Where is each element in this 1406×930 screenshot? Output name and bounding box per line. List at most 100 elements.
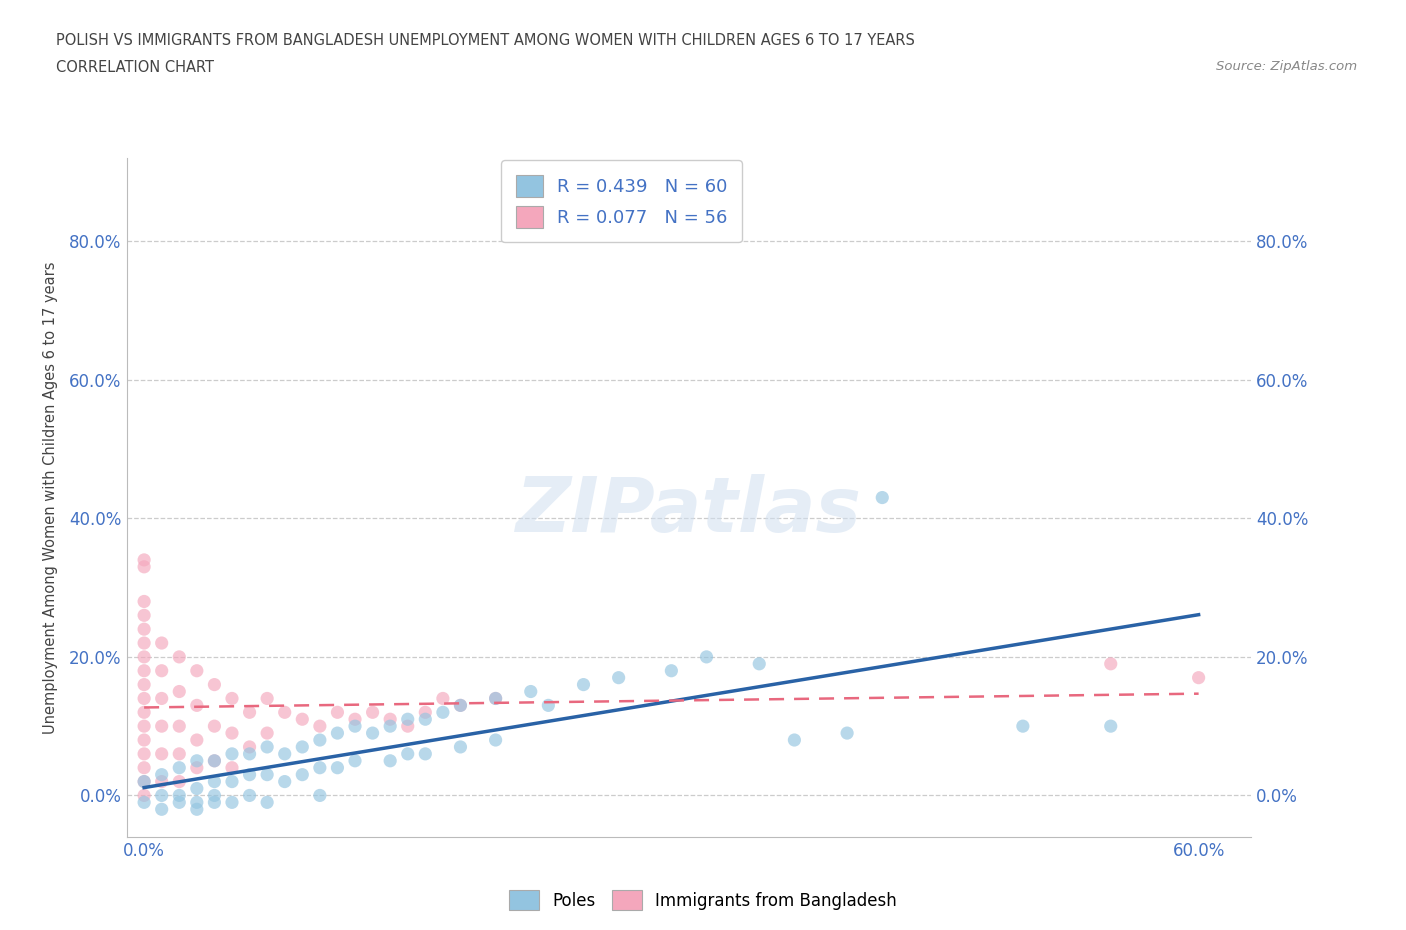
- Point: [696, 649, 718, 664]
- Point: [150, 802, 173, 817]
- Point: [378, 719, 402, 734]
- Point: [132, 691, 155, 706]
- Point: [150, 788, 173, 803]
- Point: [239, 767, 262, 782]
- Point: [872, 490, 894, 505]
- Text: ZIPatlas: ZIPatlas: [516, 474, 862, 548]
- Point: [202, 753, 225, 768]
- Point: [169, 761, 191, 776]
- Point: [221, 761, 243, 776]
- Point: [169, 684, 191, 699]
- Point: [256, 691, 278, 706]
- Point: [132, 635, 155, 650]
- Point: [132, 677, 155, 692]
- Point: [169, 747, 191, 762]
- Point: [361, 705, 384, 720]
- Point: [1099, 719, 1122, 734]
- Point: [256, 767, 278, 782]
- Point: [396, 719, 419, 734]
- Point: [169, 788, 191, 803]
- Point: [150, 719, 173, 734]
- Point: [413, 747, 436, 762]
- Point: [1099, 657, 1122, 671]
- Point: [132, 705, 155, 720]
- Point: [1012, 719, 1035, 734]
- Point: [1187, 671, 1209, 685]
- Point: [449, 698, 471, 712]
- Point: [132, 552, 155, 567]
- Point: [291, 767, 314, 782]
- Point: [221, 691, 243, 706]
- Point: [221, 747, 243, 762]
- Legend: Poles, Immigrants from Bangladesh: Poles, Immigrants from Bangladesh: [502, 884, 904, 917]
- Point: [309, 788, 332, 803]
- Point: [291, 711, 314, 726]
- Y-axis label: Unemployment Among Women with Children Ages 6 to 17 years: Unemployment Among Women with Children A…: [44, 261, 58, 734]
- Point: [221, 774, 243, 789]
- Point: [309, 761, 332, 776]
- Point: [202, 774, 225, 789]
- Point: [835, 725, 858, 740]
- Point: [150, 767, 173, 782]
- Point: [132, 608, 155, 623]
- Point: [432, 691, 454, 706]
- Point: [150, 635, 173, 650]
- Point: [449, 739, 471, 754]
- Point: [202, 753, 225, 768]
- Point: [361, 725, 384, 740]
- Point: [378, 711, 402, 726]
- Point: [484, 733, 508, 748]
- Point: [326, 705, 349, 720]
- Point: [169, 774, 191, 789]
- Point: [132, 663, 155, 678]
- Point: [132, 788, 155, 803]
- Point: [413, 711, 436, 726]
- Point: [132, 761, 155, 776]
- Point: [202, 719, 225, 734]
- Point: [572, 677, 595, 692]
- Point: [783, 733, 806, 748]
- Point: [484, 691, 508, 706]
- Point: [169, 795, 191, 810]
- Point: [132, 559, 155, 574]
- Point: [326, 761, 349, 776]
- Point: [378, 753, 402, 768]
- Point: [432, 705, 454, 720]
- Point: [239, 739, 262, 754]
- Point: [239, 747, 262, 762]
- Point: [169, 649, 191, 664]
- Point: [413, 705, 436, 720]
- Point: [132, 649, 155, 664]
- Legend: R = 0.439   N = 60, R = 0.077   N = 56: R = 0.439 N = 60, R = 0.077 N = 56: [501, 160, 742, 243]
- Point: [202, 795, 225, 810]
- Point: [309, 719, 332, 734]
- Point: [537, 698, 560, 712]
- Point: [186, 698, 208, 712]
- Point: [132, 622, 155, 637]
- Point: [396, 747, 419, 762]
- Point: [291, 739, 314, 754]
- Point: [273, 747, 295, 762]
- Point: [186, 761, 208, 776]
- Point: [484, 691, 508, 706]
- Point: [132, 774, 155, 789]
- Point: [132, 747, 155, 762]
- Point: [343, 753, 366, 768]
- Point: [132, 774, 155, 789]
- Point: [449, 698, 471, 712]
- Point: [239, 788, 262, 803]
- Point: [150, 691, 173, 706]
- Point: [256, 795, 278, 810]
- Point: [343, 711, 366, 726]
- Point: [150, 663, 173, 678]
- Point: [132, 795, 155, 810]
- Point: [661, 663, 683, 678]
- Point: [186, 733, 208, 748]
- Point: [221, 795, 243, 810]
- Text: POLISH VS IMMIGRANTS FROM BANGLADESH UNEMPLOYMENT AMONG WOMEN WITH CHILDREN AGES: POLISH VS IMMIGRANTS FROM BANGLADESH UNE…: [56, 33, 915, 47]
- Point: [202, 788, 225, 803]
- Text: Source: ZipAtlas.com: Source: ZipAtlas.com: [1216, 60, 1357, 73]
- Point: [132, 719, 155, 734]
- Point: [132, 594, 155, 609]
- Point: [221, 725, 243, 740]
